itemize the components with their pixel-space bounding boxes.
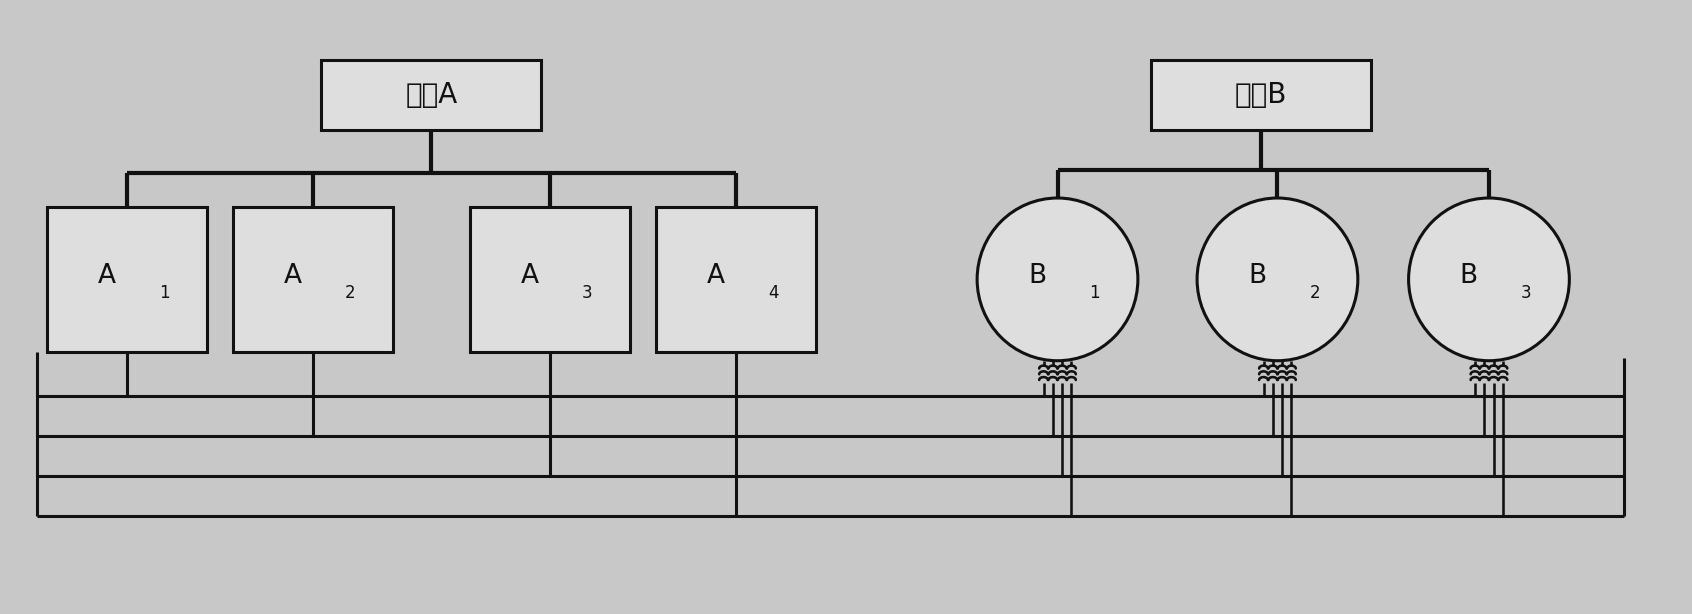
FancyBboxPatch shape: [321, 60, 541, 131]
Text: 3: 3: [1521, 284, 1531, 302]
FancyBboxPatch shape: [469, 207, 631, 351]
Text: A: A: [521, 263, 538, 289]
Text: A: A: [284, 263, 301, 289]
Text: A: A: [707, 263, 724, 289]
Text: 3: 3: [582, 284, 592, 302]
Ellipse shape: [978, 198, 1139, 360]
Text: 2: 2: [345, 284, 355, 302]
Ellipse shape: [1196, 198, 1359, 360]
Ellipse shape: [1408, 198, 1570, 360]
Text: 1: 1: [159, 284, 169, 302]
FancyBboxPatch shape: [655, 207, 817, 351]
FancyBboxPatch shape: [1151, 60, 1371, 131]
Text: B: B: [1029, 263, 1046, 289]
Text: B: B: [1249, 263, 1266, 289]
FancyBboxPatch shape: [46, 207, 206, 351]
Text: 模型B: 模型B: [1235, 81, 1286, 109]
Text: 1: 1: [1090, 284, 1100, 302]
Text: B: B: [1460, 263, 1477, 289]
Text: 2: 2: [1310, 284, 1320, 302]
FancyBboxPatch shape: [233, 207, 393, 351]
Text: 模型A: 模型A: [406, 81, 457, 109]
Text: A: A: [98, 263, 115, 289]
Text: 4: 4: [768, 284, 778, 302]
